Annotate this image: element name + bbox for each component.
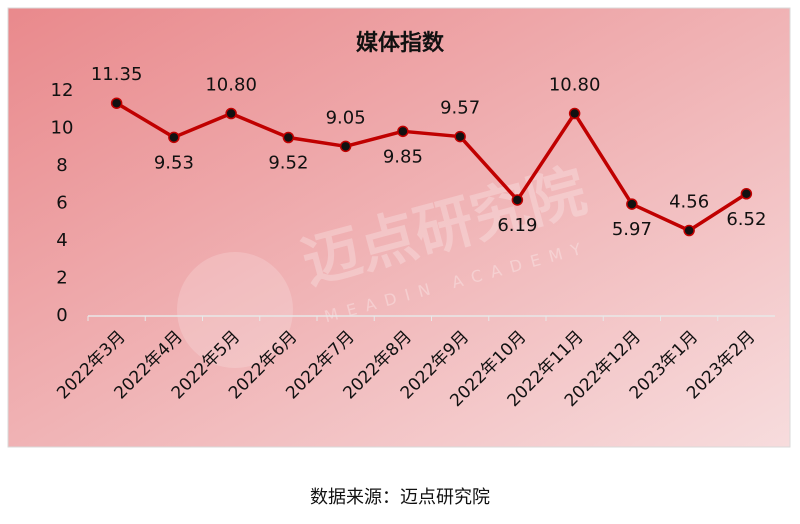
y-tick-label: 12 [51, 80, 74, 101]
point [110, 97, 123, 109]
chart-area [7, 7, 791, 448]
value-label: 5.97 [612, 219, 652, 240]
value-label: 10.80 [205, 75, 257, 96]
chart-title: 媒体指数 [356, 30, 445, 56]
point [568, 107, 581, 120]
source: 数据来源：迈点研究院 [310, 487, 490, 508]
point [626, 198, 638, 210]
value-label: 6.52 [726, 209, 766, 230]
value-label: 9.57 [440, 98, 480, 119]
y-tick-label: 4 [56, 230, 67, 251]
y-tick-label: 0 [56, 305, 67, 326]
y-tick-label: 10 [51, 118, 74, 139]
value-label: 9.52 [268, 153, 308, 174]
value-label: 6.19 [497, 215, 537, 236]
value-label: 4.56 [669, 192, 709, 213]
y-tick-label: 8 [56, 155, 67, 176]
value-label: 9.85 [383, 146, 423, 167]
value-label: 11.35 [91, 64, 143, 85]
y-tick-label: 2 [56, 268, 67, 289]
value-label: 10.80 [549, 75, 601, 96]
point [397, 125, 409, 138]
watermark-logo [177, 252, 293, 368]
point [225, 107, 237, 120]
series-line [115, 101, 748, 233]
point [168, 131, 180, 144]
y-tick-label: 6 [56, 193, 67, 214]
point [740, 188, 753, 200]
point [339, 140, 352, 153]
point [683, 224, 695, 237]
point [511, 194, 524, 206]
value-label: 9.53 [154, 152, 194, 173]
value-label: 9.05 [326, 107, 366, 128]
point [454, 130, 466, 143]
point [282, 131, 295, 144]
